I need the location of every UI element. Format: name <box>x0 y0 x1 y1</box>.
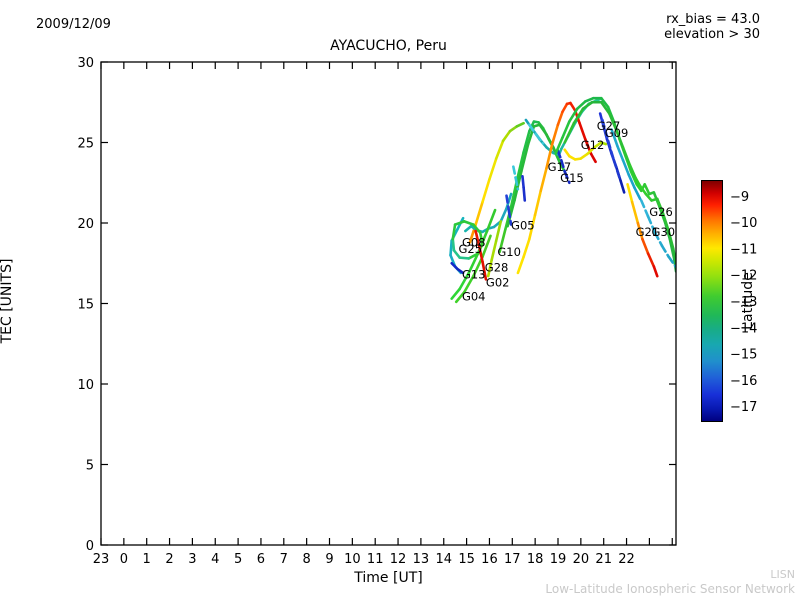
x-tick-label-11: 11 <box>367 552 384 567</box>
x-tick-label-18: 18 <box>527 552 544 567</box>
annotation-G13: G13 <box>462 268 486 282</box>
annotation-G05: G05 <box>511 219 535 233</box>
annotation-G04: G04 <box>462 289 486 303</box>
y-tick-label-20: 20 <box>77 217 94 232</box>
date-label: 2009/12/09 <box>36 17 111 32</box>
colorbar-tick-label--17: −17 <box>730 400 757 415</box>
annotation-G25: G25 <box>459 242 483 256</box>
annotation-G12: G12 <box>581 138 605 152</box>
annotation-G30: G30 <box>652 225 676 239</box>
y-tick-label-10: 10 <box>77 378 94 393</box>
track-g17-cyan-strand <box>528 123 545 145</box>
colorbar-tick-label--11: −11 <box>730 242 757 257</box>
x-tick-label-2: 2 <box>165 552 173 567</box>
colorbar-tick-label--12: −12 <box>730 269 757 284</box>
x-tick-label-9: 9 <box>325 552 333 567</box>
x-tick-label-13: 13 <box>413 552 430 567</box>
annotation-G17: G17 <box>548 160 572 174</box>
x-tick-label-20: 20 <box>573 552 590 567</box>
colorbar-tick-label--9: −9 <box>730 190 749 205</box>
watermark-network-name: Low-Latitude Ionospheric Sensor Network <box>545 582 795 596</box>
colorbar-label: Latitude <box>740 272 756 330</box>
x-tick-label-5: 5 <box>234 552 242 567</box>
colorbar-tick-label--13: −13 <box>730 295 757 310</box>
x-tick-label-7: 7 <box>280 552 288 567</box>
track-g09-blue <box>601 118 621 180</box>
track-g28-red <box>474 229 488 281</box>
track-flank-blue-1 <box>521 175 527 202</box>
annotation-G08: G08 <box>462 235 486 249</box>
x-tick-label-19: 19 <box>550 552 567 567</box>
x-tick-label-6: 6 <box>257 552 265 567</box>
x-tick-label-15: 15 <box>458 552 475 567</box>
track-g15-blue <box>556 149 571 185</box>
x-tick-label-16: 16 <box>481 552 498 567</box>
x-tick-label-22: 22 <box>618 552 635 567</box>
track-flank-cyan <box>512 165 520 191</box>
annotation-G10: G10 <box>497 245 521 259</box>
y-tick-label-5: 5 <box>86 459 94 474</box>
x-tick-label-12: 12 <box>390 552 407 567</box>
colorbar-tick-label--14: −14 <box>730 321 757 336</box>
colorbar <box>701 180 723 422</box>
annotation-G27: G27 <box>597 119 621 133</box>
track-left-arch-green-2 <box>506 123 561 228</box>
x-axis-label: Time [UT] <box>354 570 423 586</box>
rx-bias-label: rx_bias = 43.0 <box>666 12 760 27</box>
plot-border <box>100 61 677 546</box>
colorbar-tick-label--16: −16 <box>730 374 757 389</box>
watermark: LISN Low-Latitude Ionospheric Sensor Net… <box>545 568 795 597</box>
x-tick-label-23: 23 <box>93 552 110 567</box>
y-tick-label-30: 30 <box>77 56 94 71</box>
plot-title: AYACUCHO, Peru <box>330 38 447 54</box>
track-g21-warm <box>626 183 659 278</box>
x-tick-label-1: 1 <box>143 552 151 567</box>
x-tick-label-10: 10 <box>344 552 361 567</box>
track-g12-warm-arch <box>516 101 597 275</box>
track-yellow-hook <box>563 141 608 161</box>
x-tick-label-17: 17 <box>504 552 521 567</box>
annotation-G02: G02 <box>486 276 510 290</box>
y-axis-label: TEC [UNITS] <box>0 258 15 344</box>
y-tick-label-15: 15 <box>77 298 94 313</box>
track-g10-yellowgreen <box>486 220 503 278</box>
x-tick-label-3: 3 <box>188 552 196 567</box>
y-tick-label-0: 0 <box>86 539 94 554</box>
colorbar-tick-label--15: −15 <box>730 348 757 363</box>
x-tick-label-14: 14 <box>435 552 452 567</box>
track-g30-cyan-dashed <box>639 199 676 268</box>
track-g02-green <box>454 234 492 304</box>
annotation-G28: G28 <box>485 260 509 274</box>
annotation-G15: G15 <box>560 171 584 185</box>
y-tick-label-25: 25 <box>77 137 94 152</box>
x-tick-label-21: 21 <box>595 552 612 567</box>
x-tick-label-8: 8 <box>303 552 311 567</box>
annotation-G09: G09 <box>605 126 629 140</box>
track-g30-cyan <box>610 128 642 201</box>
watermark-lisn: LISN <box>770 568 795 582</box>
track-flank-blue-2 <box>505 194 513 226</box>
elevation-label: elevation > 30 <box>664 27 760 42</box>
track-left-arch-yellow <box>468 121 525 244</box>
annotation-G21: G21 <box>636 225 660 239</box>
x-tick-label-0: 0 <box>120 552 128 567</box>
annotation-G26: G26 <box>649 205 673 219</box>
track-g13-blue <box>450 261 465 275</box>
colorbar-tick-label--10: −10 <box>730 216 757 231</box>
x-tick-label-4: 4 <box>211 552 219 567</box>
